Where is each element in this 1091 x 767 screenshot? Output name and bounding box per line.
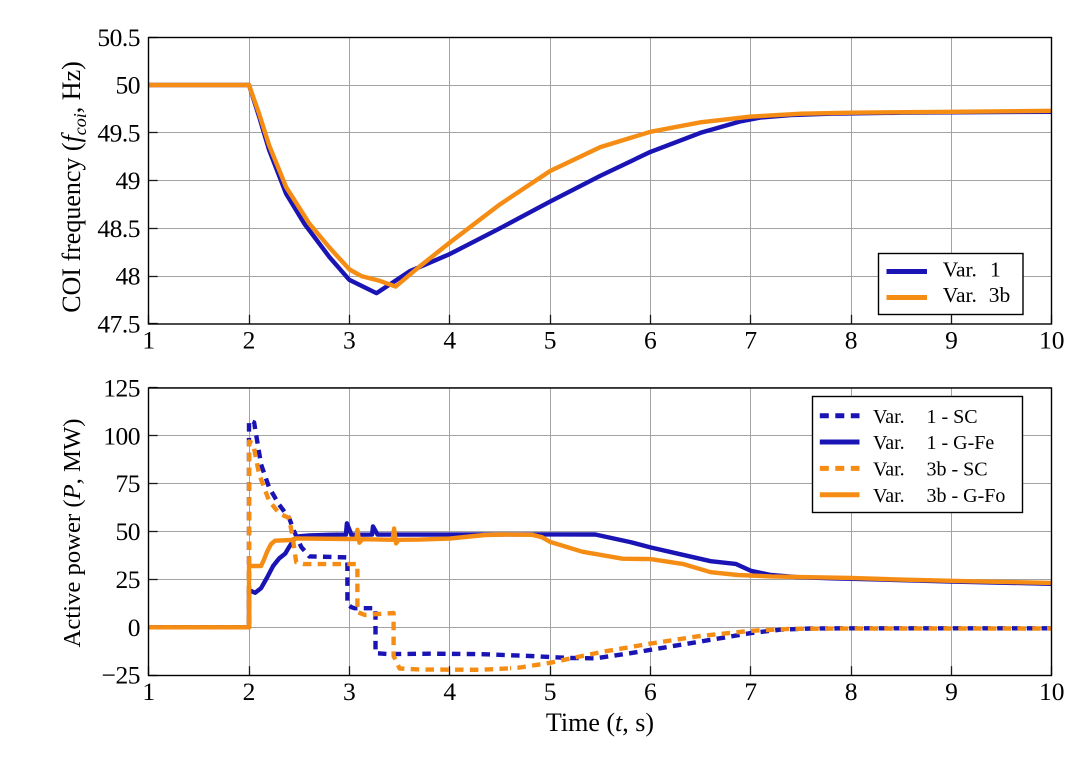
svg-text:Var.3b - SC: Var. 3b - SC	[873, 458, 988, 480]
svg-text:25: 25	[116, 565, 141, 594]
svg-text:10: 10	[1039, 326, 1065, 355]
svg-text:7: 7	[744, 677, 757, 706]
svg-text:8: 8	[845, 326, 858, 355]
svg-text:100: 100	[103, 421, 140, 450]
svg-text:Var.3b: Var. 3b	[943, 283, 1010, 307]
svg-text:50.5: 50.5	[97, 23, 140, 52]
svg-text:125: 125	[103, 373, 140, 402]
svg-text:4: 4	[443, 677, 456, 706]
svg-text:48.5: 48.5	[97, 214, 140, 243]
svg-text:75: 75	[116, 469, 141, 498]
svg-text:Var.1: Var. 1	[943, 258, 1001, 282]
svg-text:COI frequency (fcoi, Hz): COI frequency (fcoi, Hz)	[57, 61, 90, 313]
svg-text:3: 3	[343, 677, 356, 706]
svg-text:5: 5	[544, 677, 557, 706]
svg-text:6: 6	[644, 326, 657, 355]
svg-text:10: 10	[1039, 677, 1065, 706]
svg-text:48: 48	[116, 262, 141, 291]
svg-text:2: 2	[243, 677, 256, 706]
svg-text:−25: −25	[102, 661, 140, 690]
svg-text:50: 50	[116, 517, 141, 546]
svg-text:Time (t, s): Time (t, s)	[546, 708, 654, 737]
svg-text:0: 0	[128, 613, 140, 642]
svg-text:50: 50	[116, 71, 141, 100]
svg-text:Var.1 - G-Fe: Var. 1 - G-Fe	[873, 432, 994, 454]
svg-text:4: 4	[443, 326, 456, 355]
svg-text:Var.3b - G-Fo: Var. 3b - G-Fo	[873, 485, 1005, 507]
svg-text:2: 2	[243, 326, 256, 355]
svg-text:3: 3	[343, 326, 356, 355]
svg-text:6: 6	[644, 677, 657, 706]
svg-text:9: 9	[945, 326, 958, 355]
svg-text:9: 9	[945, 677, 958, 706]
svg-text:47.5: 47.5	[97, 309, 140, 338]
svg-text:8: 8	[845, 677, 858, 706]
svg-text:5: 5	[544, 326, 557, 355]
svg-text:49.5: 49.5	[97, 118, 140, 147]
svg-text:1: 1	[142, 677, 155, 706]
svg-text:Active power (P, MW): Active power (P, MW)	[59, 419, 86, 648]
svg-text:49: 49	[116, 166, 141, 195]
svg-text:1: 1	[142, 326, 155, 355]
svg-text:7: 7	[744, 326, 757, 355]
